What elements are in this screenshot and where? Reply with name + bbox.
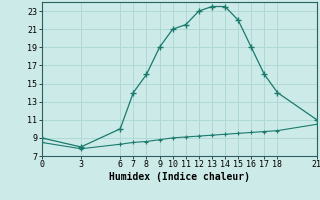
X-axis label: Humidex (Indice chaleur): Humidex (Indice chaleur) [109,172,250,182]
